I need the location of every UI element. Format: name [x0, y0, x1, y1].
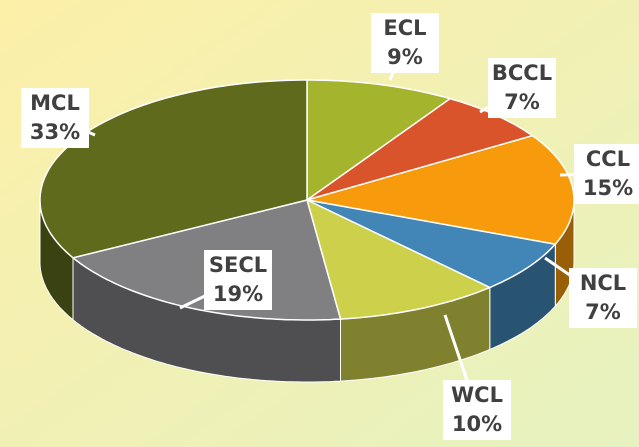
category-label: BCCL	[492, 61, 552, 85]
category-label: ECL	[383, 16, 426, 40]
labels: ECL 9% BCCL 7% CCL 15% NCL 7% WCL 10% SECL 19% MCL 33…	[21, 13, 639, 440]
value-label: 33%	[30, 120, 80, 144]
pie-slice	[305, 198, 492, 320]
category-label: MCL	[30, 91, 80, 115]
label-box	[443, 380, 511, 440]
category-label: NCL	[580, 271, 626, 295]
pie-slice	[306, 199, 557, 289]
label-box	[204, 250, 272, 310]
value-label: 7%	[585, 300, 621, 324]
value-label: 9%	[387, 45, 423, 69]
value-label: 7%	[504, 90, 540, 114]
value-label: 10%	[452, 412, 502, 436]
pie-slice	[306, 79, 452, 202]
category-label: CCL	[586, 147, 630, 171]
label-box	[569, 268, 637, 328]
label-box	[488, 58, 556, 118]
value-label: 15%	[583, 176, 633, 200]
label-box	[371, 13, 439, 73]
label-box	[21, 88, 89, 148]
label-box	[574, 144, 639, 204]
value-label: 19%	[213, 282, 263, 306]
category-label: SECL	[209, 253, 267, 277]
pie-sides	[39, 199, 575, 383]
pie-slice	[306, 134, 575, 246]
category-label: WCL	[451, 383, 503, 407]
